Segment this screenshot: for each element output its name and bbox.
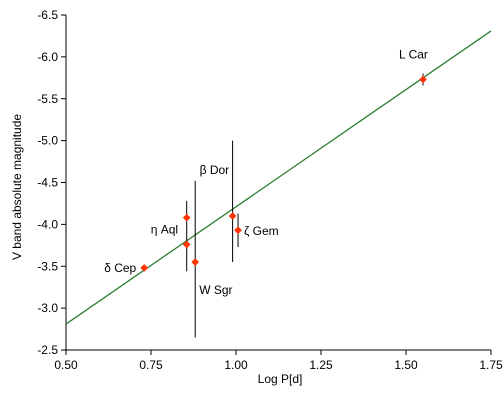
- y-tick-label: -3.5: [37, 259, 58, 273]
- x-tick-label: 1.50: [394, 358, 418, 372]
- x-tick-label: 1.00: [224, 358, 248, 372]
- x-tick-label: 0.50: [54, 358, 78, 372]
- data-point: [234, 226, 242, 235]
- x-axis-label: Log P[d]: [258, 372, 303, 386]
- data-point: [191, 258, 200, 267]
- y-tick-label: -6.0: [37, 50, 58, 64]
- x-tick-label: 1.75: [479, 358, 503, 372]
- y-tick-label: -4.5: [37, 176, 58, 190]
- data-points: [140, 75, 427, 272]
- y-axis-ticks: -2.5 -3.0 -3.5 -4.0 -4.5 -5.0 -5.5 -6.0 -6.5: [37, 8, 66, 357]
- data-point: [182, 240, 191, 249]
- y-tick-label: -5.0: [37, 134, 58, 148]
- point-label: β Dor: [200, 163, 230, 177]
- y-tick-label: -4.0: [37, 217, 58, 231]
- data-point: [228, 212, 237, 220]
- y-axis-label: V band absolute magnitude: [10, 114, 24, 260]
- point-label: ζ Gem: [244, 224, 279, 238]
- y-tick-label: -2.5: [37, 343, 58, 357]
- y-tick-label: -3.0: [37, 301, 58, 315]
- x-tick-label: 1.25: [309, 358, 333, 372]
- data-point: [182, 213, 191, 222]
- data-point: [419, 75, 427, 84]
- x-tick-label: 0.75: [139, 358, 163, 372]
- y-tick-label: -6.5: [37, 8, 58, 22]
- y-tick-label: -5.5: [37, 92, 58, 106]
- point-label: W Sgr: [199, 283, 232, 297]
- point-label: δ Cep: [104, 261, 136, 275]
- data-point: [140, 263, 149, 272]
- point-label: η Aql: [151, 223, 178, 237]
- x-axis-ticks: 0.50 0.75 1.00 1.25 1.50 1.75: [54, 350, 503, 372]
- point-labels: δ Cep η Aql W Sgr β Dor ζ Gem L Car: [104, 47, 428, 297]
- point-label: L Car: [399, 47, 428, 61]
